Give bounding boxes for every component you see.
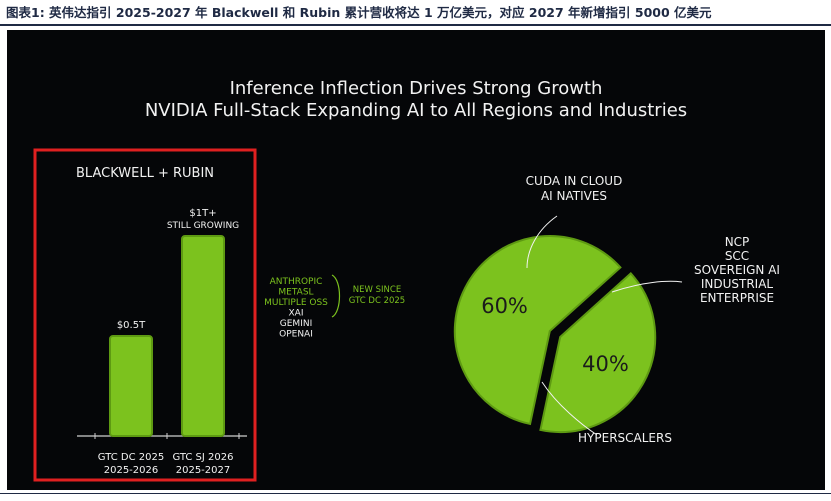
pie-slice-2: [539, 272, 657, 433]
pie-callout-2-5: ENTERPRISE: [700, 291, 774, 305]
slide: Inference Inflection Drives Strong Growt…: [7, 30, 825, 490]
bar-value-label-2-2: STILL GROWING: [167, 221, 239, 231]
bar-2: [181, 235, 225, 437]
pie-callout-2-leader: [611, 280, 683, 293]
annotation-new-since-1: NEW SINCE: [353, 285, 401, 295]
pie-callout-1-1: HYPERSCALERS: [578, 431, 672, 445]
pie-top-leader: [526, 215, 558, 269]
pie-callout-2-3: SOVEREIGN AI: [694, 263, 780, 277]
bar-1: [109, 335, 153, 437]
pie-slice-1: [453, 235, 622, 426]
annotation-item-5: GEMINI: [280, 319, 312, 329]
annotation-item-2: METASL: [278, 288, 313, 298]
pie-callout-1-leader: [541, 381, 598, 436]
bar-category-label-2: GTC SJ 2026: [172, 452, 233, 463]
annotation-item-1: ANTHROPIC: [270, 277, 323, 287]
annotation-new-since-2: GTC DC 2025: [349, 296, 405, 306]
caption-rule: [0, 24, 831, 26]
figure-caption: 图表1: 英伟达指引 2025-2027 年 Blackwell 和 Rubin…: [6, 5, 712, 20]
bar-value-label-1-1: $0.5T: [117, 320, 146, 331]
bar-category-period-2: 2025-2027: [176, 465, 231, 476]
slide-title: Inference Inflection Drives Strong Growt…: [229, 78, 603, 99]
bottom-rule: [0, 493, 831, 494]
highlight-box: [33, 148, 257, 482]
pie-callout-2-2: SCC: [725, 249, 749, 263]
annotation-item-6: OPENAI: [279, 330, 313, 340]
annotation-item-4: XAI: [289, 309, 304, 319]
bar-value-label-2-1: $1T+: [189, 208, 216, 219]
annotation-item-3: MULTIPLE OSS: [264, 298, 328, 308]
bar-category-period-1: 2025-2026: [104, 465, 159, 476]
annotation-brace: [331, 274, 341, 318]
pie-callout-2-1: NCP: [725, 235, 750, 249]
pie-callout-2-4: INDUSTRIAL: [701, 277, 774, 291]
pie-top-annotation-1: CUDA IN CLOUD: [526, 174, 623, 188]
bar-category-label-1: GTC DC 2025: [98, 452, 164, 463]
bar-chart-title: BLACKWELL + RUBIN: [76, 166, 214, 181]
pie-slice-label-2: 40%: [582, 352, 629, 376]
slide-subtitle: NVIDIA Full-Stack Expanding AI to All Re…: [144, 100, 688, 121]
pie-top-annotation-2: AI NATIVES: [541, 189, 607, 203]
pie-slice-label-1: 60%: [481, 294, 528, 318]
chart-canvas: BLACKWELL + RUBIN $0.5T GTC DC 2025 2025-20…: [33, 148, 780, 482]
